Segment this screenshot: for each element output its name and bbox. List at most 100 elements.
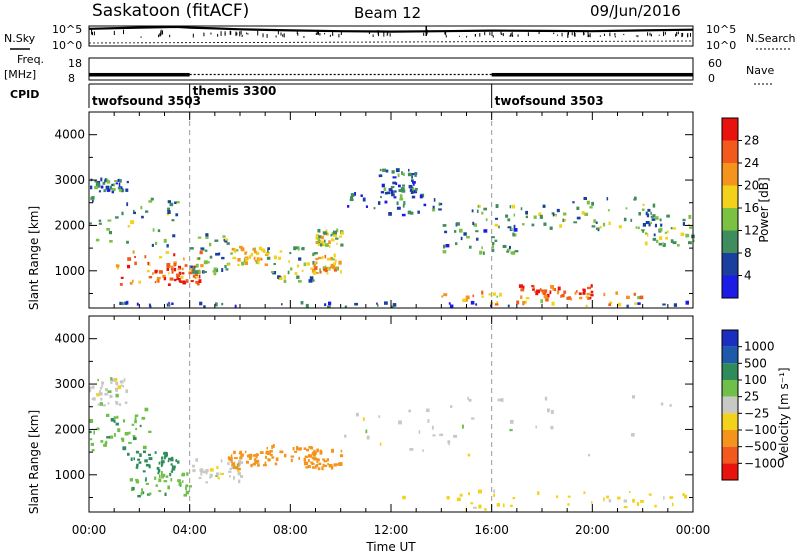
data-cell	[408, 168, 410, 172]
data-cell	[223, 238, 227, 242]
data-cell	[221, 256, 225, 260]
velocity-colorbar-swatch	[722, 413, 738, 430]
data-cell	[531, 285, 534, 288]
data-cell	[525, 215, 528, 219]
data-cell	[144, 479, 147, 482]
data-cell	[450, 405, 453, 409]
data-cell	[543, 222, 547, 226]
data-cell	[119, 301, 123, 305]
data-cell	[128, 441, 132, 444]
data-cell	[250, 454, 253, 458]
data-cell	[407, 210, 412, 215]
data-cell	[109, 185, 113, 190]
data-cell	[110, 418, 115, 422]
data-cell	[256, 251, 260, 255]
data-cell	[322, 458, 326, 461]
data-cell	[618, 225, 622, 229]
data-cell	[595, 227, 600, 230]
data-cell	[395, 168, 400, 173]
data-cell	[166, 212, 170, 216]
data-cell	[89, 222, 92, 225]
data-cell	[95, 238, 100, 242]
data-cell	[324, 303, 327, 307]
data-cell	[520, 288, 525, 292]
data-cell	[320, 450, 323, 454]
data-cell	[391, 170, 395, 174]
data-cell	[402, 184, 405, 187]
data-cell	[317, 228, 321, 233]
data-cell	[139, 453, 142, 457]
data-cell	[258, 257, 263, 260]
data-cell	[171, 302, 174, 305]
data-cell	[144, 407, 149, 412]
data-cell	[200, 471, 203, 476]
data-cell	[265, 450, 270, 455]
velocity-colorbar-tick-label: 25	[744, 390, 759, 404]
power-colorbar-tick-label: 8	[744, 246, 752, 260]
data-cell	[231, 459, 233, 463]
data-cell	[513, 224, 516, 229]
velocity-colorbar-frame	[721, 329, 739, 481]
data-cell	[646, 213, 650, 218]
data-cell	[255, 453, 259, 456]
data-cell	[101, 384, 103, 388]
data-cell	[448, 302, 451, 305]
data-cell	[182, 480, 184, 483]
data-cell	[274, 462, 278, 466]
data-cell	[134, 256, 136, 259]
data-cell	[98, 190, 101, 193]
data-cell	[183, 257, 185, 261]
data-cell	[152, 272, 154, 275]
data-cell	[384, 192, 388, 195]
data-cell	[347, 205, 350, 208]
data-cell	[305, 466, 309, 469]
data-cell	[589, 206, 593, 209]
data-cell	[332, 265, 336, 270]
data-cell	[685, 233, 690, 238]
data-cell	[475, 230, 479, 233]
data-cell	[395, 182, 398, 185]
data-cell	[511, 204, 515, 209]
x-tick-label: 20:00	[575, 523, 610, 537]
data-cell	[448, 442, 450, 446]
data-cell	[252, 462, 256, 466]
data-cell	[307, 465, 311, 468]
data-cell	[169, 472, 172, 477]
freq-panel-frame	[88, 57, 694, 81]
data-cell	[301, 247, 305, 251]
data-cell	[632, 395, 635, 399]
data-cell	[608, 221, 611, 226]
data-cell	[126, 300, 129, 305]
data-cell	[317, 467, 321, 471]
data-cell	[288, 260, 290, 263]
power-colorbar-tick-label: 16	[744, 201, 759, 215]
data-cell	[227, 461, 230, 466]
data-cell	[100, 440, 104, 443]
freq-block-2	[491, 72, 693, 77]
data-cell	[303, 458, 306, 462]
data-cell	[212, 270, 217, 273]
data-cell	[181, 267, 184, 271]
data-cell	[209, 255, 213, 259]
noise-tick-bottom-left: 10^0	[52, 39, 82, 52]
data-cell	[162, 274, 166, 278]
data-cell	[576, 206, 580, 210]
velocity-ylabel: Slant Range [km]	[27, 410, 41, 514]
data-cell	[634, 196, 637, 201]
data-cell	[161, 474, 164, 479]
data-cell	[606, 197, 609, 201]
data-cell	[205, 470, 208, 475]
data-cell	[144, 255, 147, 259]
data-cell	[270, 454, 273, 457]
data-cell	[198, 274, 201, 279]
data-cell	[544, 289, 548, 293]
data-cell	[158, 489, 162, 493]
data-cell	[171, 219, 175, 222]
data-cell	[308, 446, 312, 449]
data-cell	[105, 178, 109, 183]
data-cell	[522, 285, 525, 289]
data-cell	[388, 188, 393, 192]
data-cell	[309, 455, 312, 458]
data-cell	[159, 474, 161, 478]
data-cell	[131, 423, 135, 426]
